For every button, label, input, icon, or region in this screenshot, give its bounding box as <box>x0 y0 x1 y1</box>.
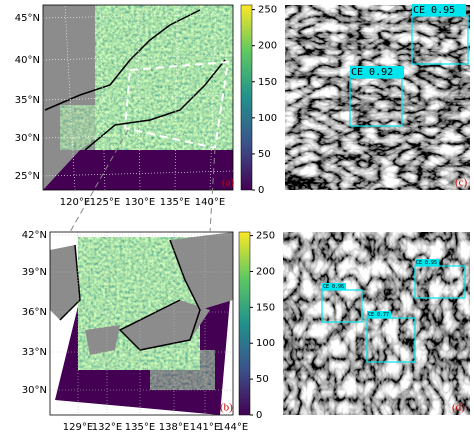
colorbar-tick-label: 0 <box>258 185 264 196</box>
lon-label: 130°E <box>125 197 155 208</box>
lat-label: 33°N <box>22 347 47 358</box>
lon-label: 144°E <box>218 422 248 433</box>
connector <box>209 147 216 233</box>
colorbar-tick-label: 150 <box>256 302 275 313</box>
detection-label: CE 0.95 <box>413 5 455 16</box>
lon-label: 129°E <box>63 422 93 433</box>
lat-label: 42°N <box>22 230 47 241</box>
lon-label: 125°E <box>90 197 120 208</box>
lat-label: 36°N <box>22 307 47 318</box>
colorbar-tick-label: 250 <box>258 5 277 16</box>
lat-label: 35°N <box>15 95 40 106</box>
colorbar-a <box>240 4 253 191</box>
lat-label: 25°N <box>15 171 40 182</box>
lon-label: 141°E <box>190 422 220 433</box>
map-b <box>50 232 233 415</box>
colorbar-tick-label: 50 <box>258 149 271 160</box>
detection-tag <box>412 4 466 16</box>
colorbar-tick-label: 50 <box>256 374 269 385</box>
lat-label: 45°N <box>15 13 40 24</box>
lon-label: 135°E <box>125 422 155 433</box>
detection-label: CE 0.95 <box>416 260 437 266</box>
detection-label: CE 0.96 <box>323 284 344 290</box>
panel-label: (d) <box>452 402 465 414</box>
detection-box <box>414 265 466 299</box>
colorbar-tick-label: 250 <box>256 231 275 242</box>
detection-label: CE 0.92 <box>351 67 393 78</box>
panel-label: (a) <box>222 177 235 189</box>
colorbar-tick-label: 100 <box>258 113 277 124</box>
colorbar-tick-label: 150 <box>258 77 277 88</box>
detection-tag <box>415 259 439 266</box>
image-d <box>283 232 470 415</box>
colorbar-tick-label: 0 <box>256 410 262 421</box>
lon-label: 140°E <box>195 197 225 208</box>
detection-tag <box>367 311 391 318</box>
lon-label: 138°E <box>159 422 189 433</box>
lon-label: 135°E <box>160 197 190 208</box>
colorbar-tick-label: 200 <box>256 266 275 277</box>
colorbar-b <box>238 231 251 416</box>
detection-label: CE 0.77 <box>368 312 389 318</box>
lat-label: 30°N <box>15 133 40 144</box>
lon-label: 132°E <box>92 422 122 433</box>
lat-label: 30°N <box>22 385 47 396</box>
detection-tag <box>350 66 404 78</box>
colorbar-tick-label: 100 <box>256 338 275 349</box>
map-a <box>43 5 233 190</box>
colorbar-tick-label: 200 <box>258 41 277 52</box>
panel-label: (b) <box>220 402 233 414</box>
lat-label: 40°N <box>15 55 40 66</box>
panel-label: (c) <box>455 177 468 189</box>
detection-tag <box>322 283 346 290</box>
image-c <box>285 5 470 190</box>
lon-label: 120°E <box>60 197 90 208</box>
lat-label: 39°N <box>22 267 47 278</box>
